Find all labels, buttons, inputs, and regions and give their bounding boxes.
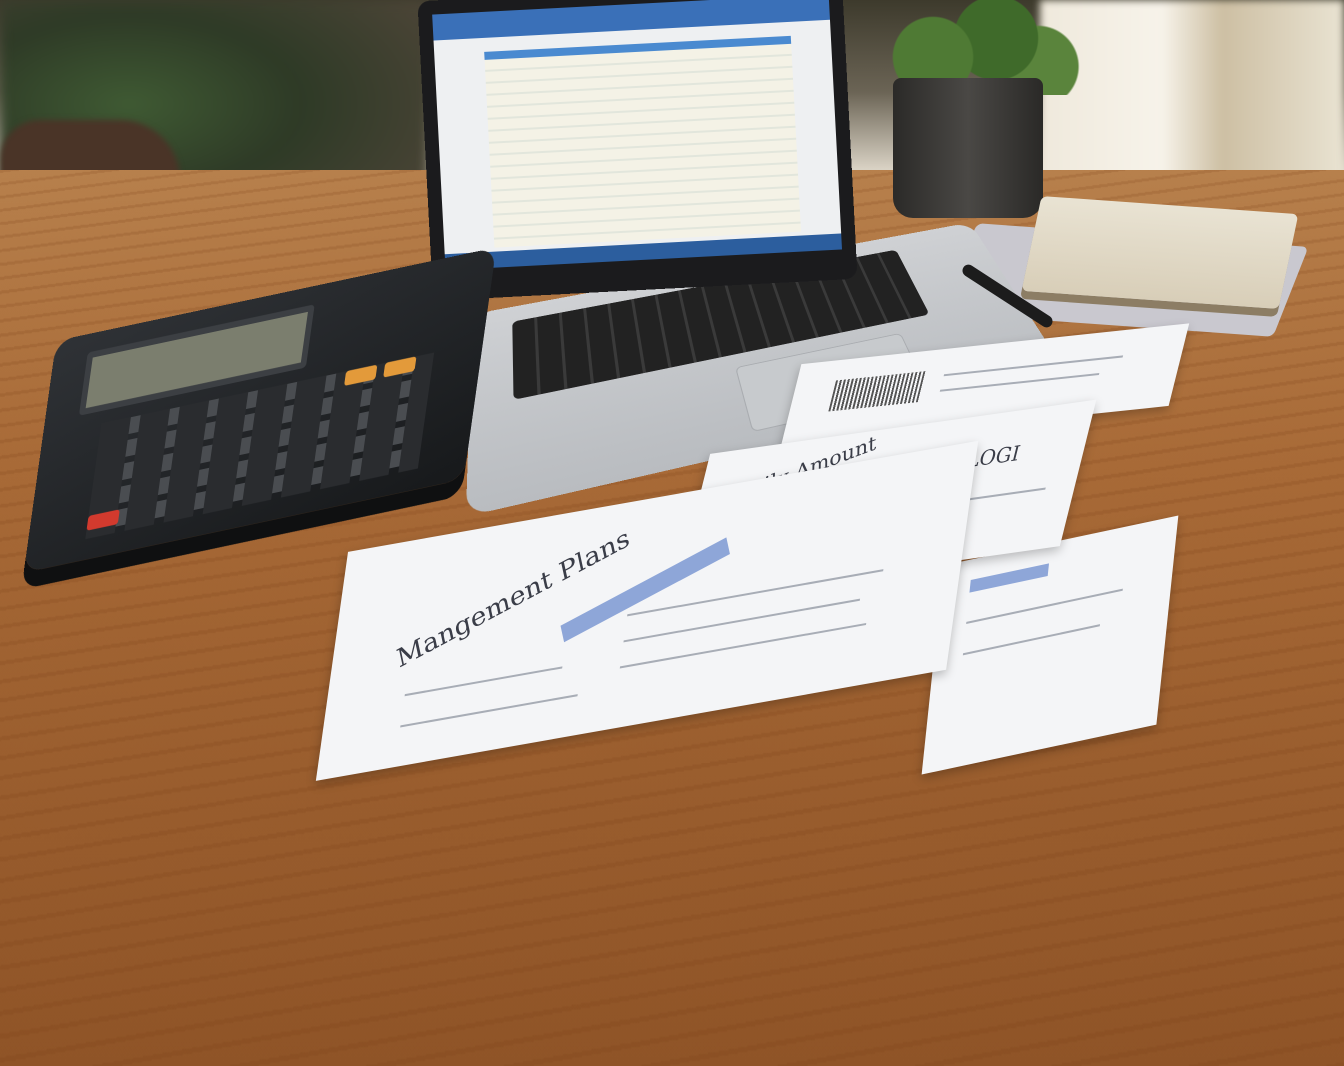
spreadsheet-toolbar [432,0,830,41]
calc-orange-key [344,364,378,387]
calc-orange-key [383,356,417,378]
plant-pot [893,78,1043,218]
calc-red-key [86,509,120,531]
book-stack [1021,196,1299,309]
front-paper-title: Mangement Plans [394,523,633,675]
spreadsheet-table [484,35,802,248]
spreadsheet-window [432,0,843,271]
